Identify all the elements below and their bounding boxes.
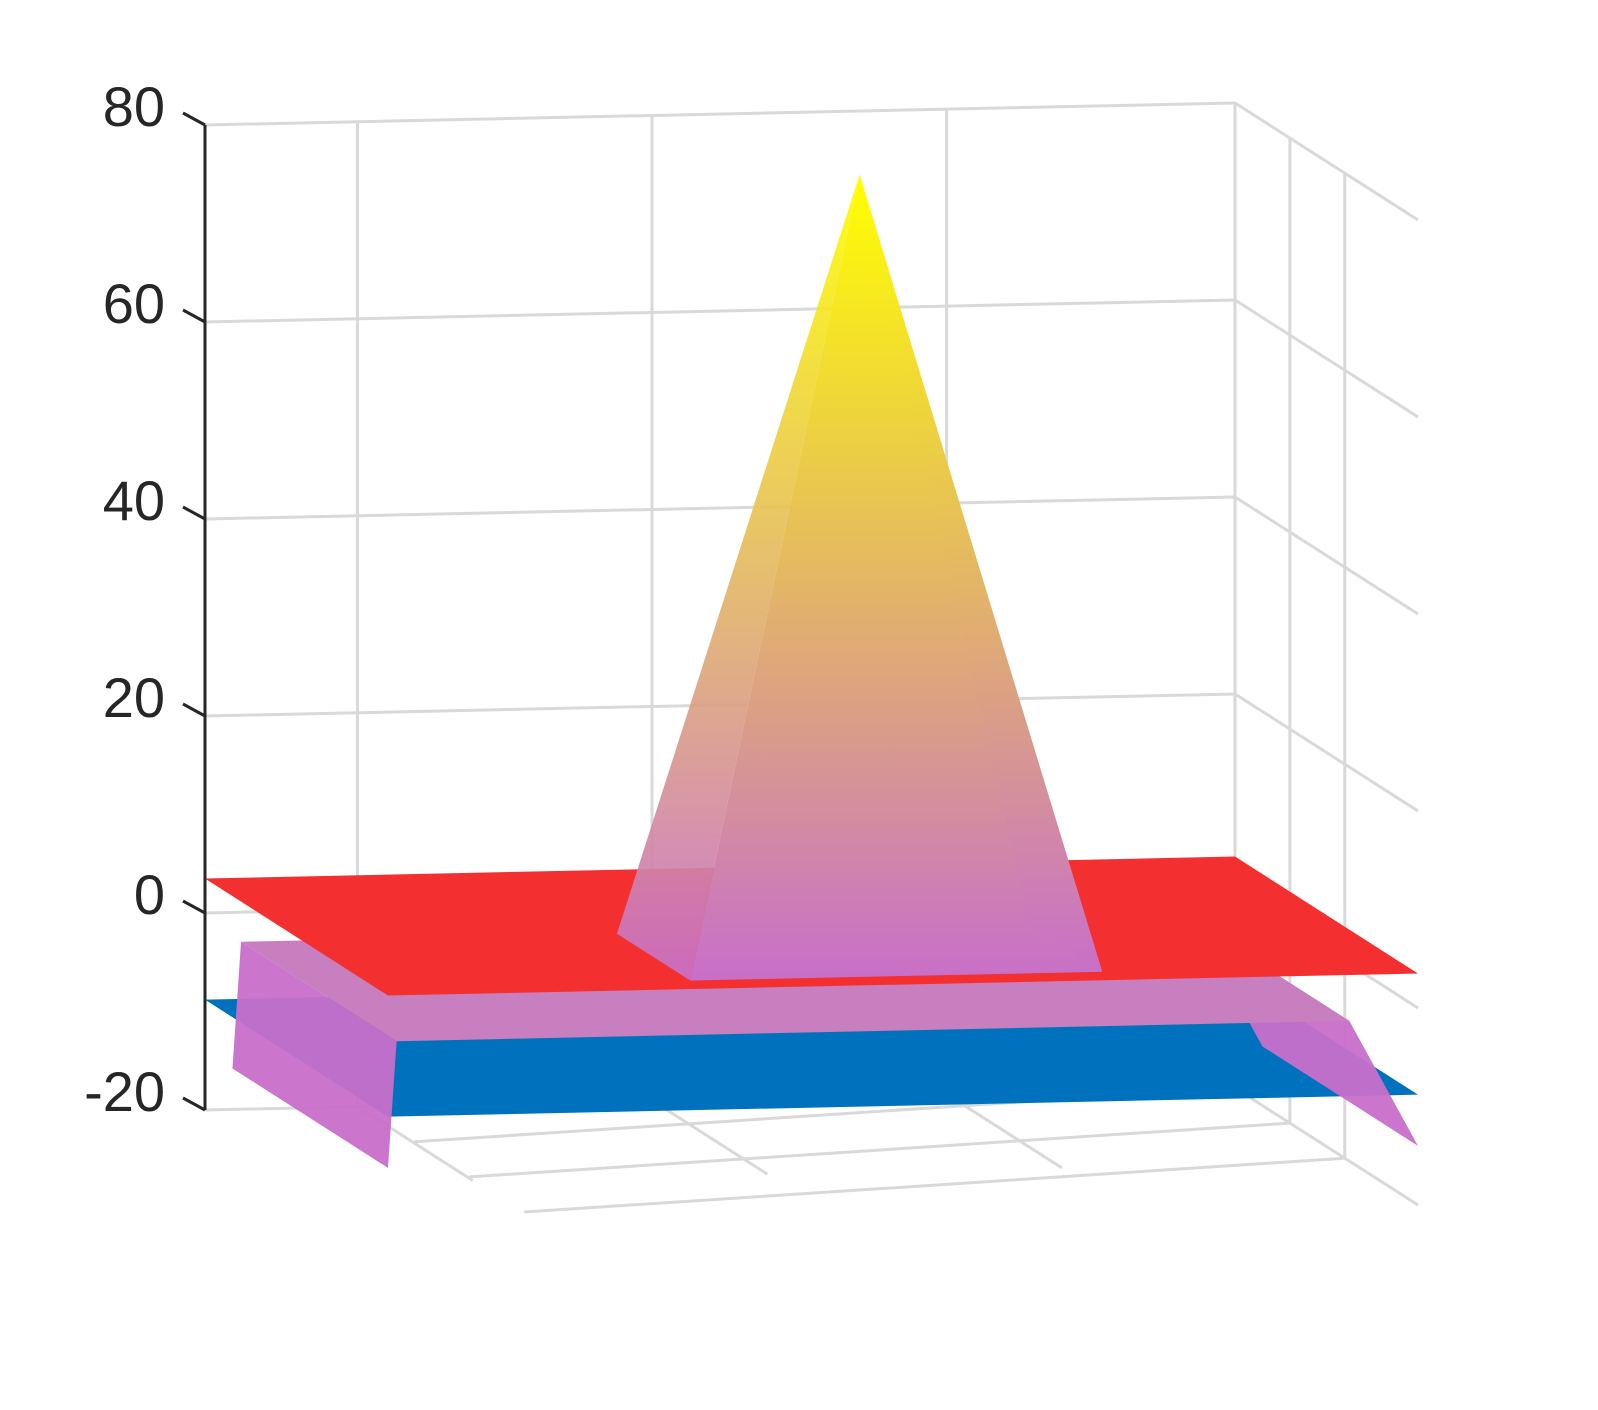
z-tick-label: 80 [103, 75, 165, 138]
z-tick [182, 899, 206, 915]
z-tick [182, 702, 206, 718]
z-tick-label: 40 [103, 469, 165, 532]
z-tick-label: 20 [103, 666, 165, 729]
z-tick-label: 0 [134, 863, 165, 926]
grid-line-vertical [469, 139, 1292, 1179]
pyramid-face [859, 174, 1103, 972]
pyramid-face [617, 174, 860, 981]
grid-line-vertical [524, 174, 1347, 1214]
z-tick [182, 308, 206, 324]
z-tick [182, 1096, 206, 1112]
z-tick-label: 60 [103, 272, 165, 335]
skirt-left [232, 941, 397, 1168]
z-tick [182, 111, 206, 127]
grid-line [204, 101, 1419, 222]
z-tick [182, 505, 206, 521]
z-tick-label: -20 [84, 1060, 165, 1123]
